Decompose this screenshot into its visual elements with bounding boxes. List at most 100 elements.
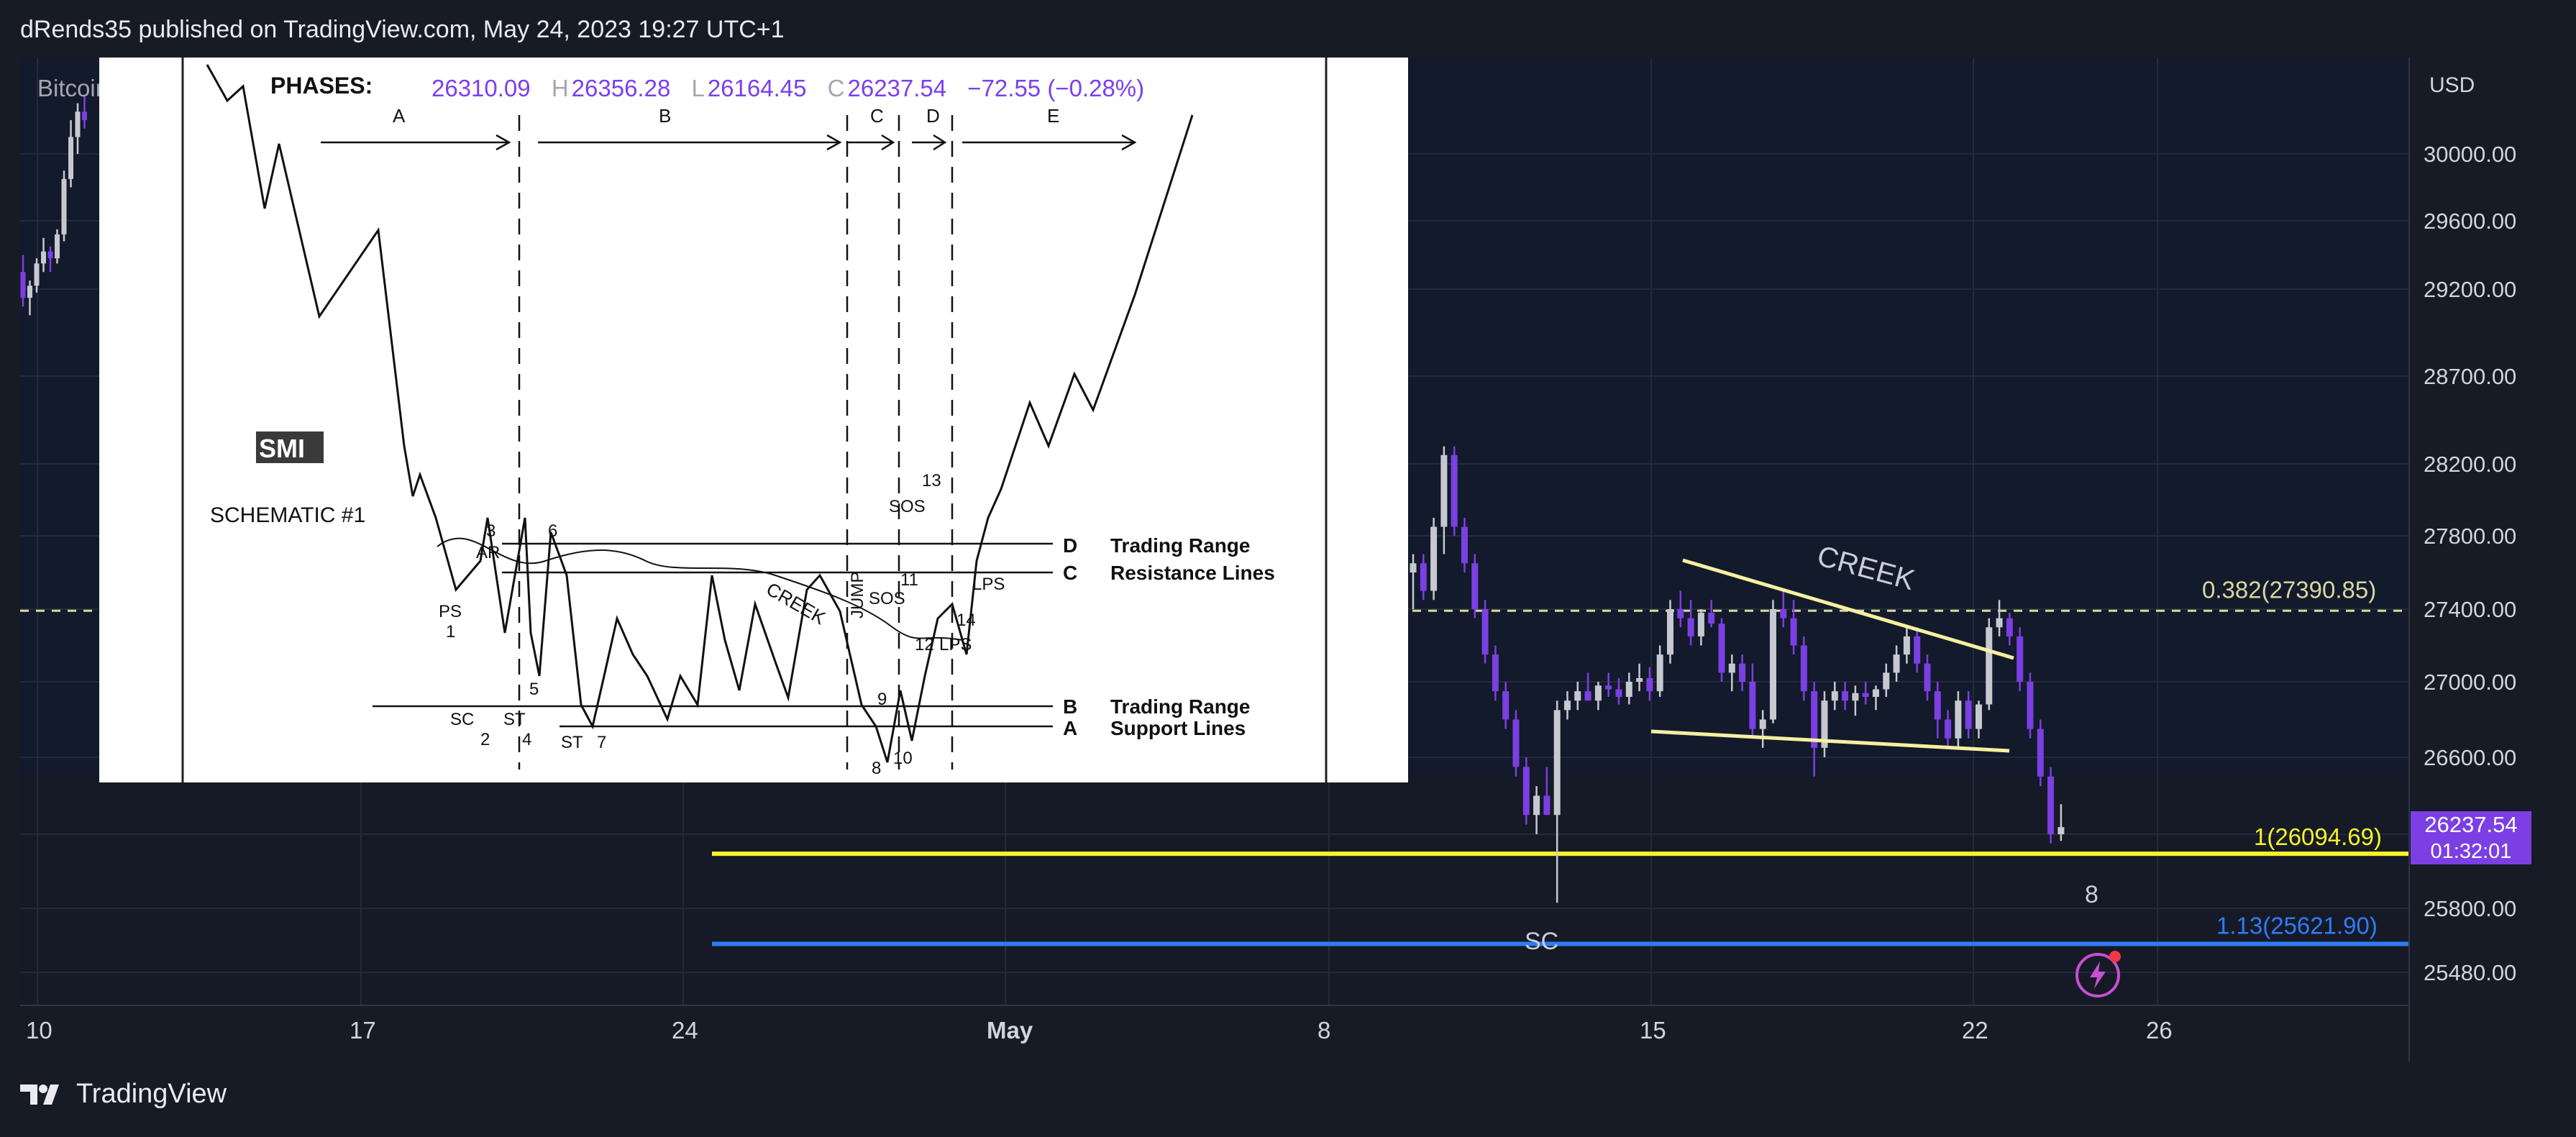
point-8-label: 8 [2085, 881, 2098, 908]
candle-body [1800, 645, 1807, 692]
line-label-d: D [1063, 534, 1077, 557]
candle-body [1656, 654, 1663, 692]
trading-range-lines [373, 542, 1053, 728]
time-axis[interactable]: 10 17 24 May 8 15 22 26 [26, 1017, 2173, 1044]
label-sos-1: SOS [869, 589, 905, 608]
fib-level-labels: 0.382(27390.85) 1(26094.69) 1.13(25621.90) [2202, 576, 2382, 939]
label-9: 9 [877, 690, 887, 709]
label-8: 8 [872, 759, 881, 778]
candle-body [2037, 729, 2044, 777]
label-lps-1: LPS [939, 635, 972, 654]
candle-body [2017, 636, 2024, 682]
candle-body [1873, 689, 1879, 697]
ar-curve [437, 537, 963, 641]
label-st-2: ST [561, 733, 583, 752]
line-desc-b: Trading Range [1110, 695, 1250, 718]
smi-logo-box [256, 431, 324, 463]
ohlc-close-prefix: C [827, 75, 845, 101]
candle-body [1749, 682, 1756, 729]
candle-body [1574, 691, 1581, 701]
candle-body [1553, 710, 1561, 816]
time-tick-label: 10 [26, 1017, 52, 1044]
line-label-b: B [1063, 695, 1077, 718]
phase-arrows [321, 134, 1137, 151]
candle-body [1739, 663, 1746, 682]
price-axis[interactable]: 30000.00 29600.00 29200.00 28700.00 28200.00… [2424, 142, 2516, 985]
price-tick-label: 28700.00 [2424, 364, 2516, 389]
candle-body [1986, 627, 1993, 705]
candle-body [1615, 689, 1622, 697]
tradingview-logo[interactable]: TradingView [20, 1079, 227, 1110]
candle-body [1914, 636, 1921, 664]
candle-body [1440, 455, 1448, 527]
candle-body [1759, 719, 1766, 729]
time-tick-label: 24 [672, 1017, 698, 1044]
footer-bar [0, 1061, 2576, 1137]
line-label-c: C [1063, 562, 1077, 584]
candle-body [1533, 795, 1540, 816]
tradingview-logo-icon [20, 1084, 59, 1105]
candle-body [2057, 827, 2065, 834]
label-6: 6 [548, 521, 557, 541]
label-3: 3 [486, 521, 495, 541]
label-sc: SC [450, 710, 474, 729]
candle-body [1471, 563, 1479, 609]
candle-body [68, 137, 73, 179]
price-tick-label: 28200.00 [2424, 452, 2516, 477]
ohlc-high: 26356.28 [571, 75, 671, 101]
schematic-price-path [206, 64, 1194, 763]
candle-body [1667, 609, 1673, 655]
label-ps: PS [439, 602, 462, 621]
alert-notification-dot [2109, 951, 2121, 962]
candle-body [2027, 682, 2034, 729]
ohlc-close: 26237.54 [847, 75, 947, 101]
price-tick-label: 25800.00 [2424, 896, 2516, 921]
candle-body [1502, 691, 1509, 720]
candle-body [1955, 700, 1962, 739]
label-st-1: ST [503, 710, 526, 729]
candle-body [1862, 693, 1869, 697]
candle-body [1924, 663, 1931, 692]
ohlc-high-prefix: H [551, 75, 569, 101]
label-12: 12 [915, 635, 934, 654]
publisher-header: dRends35 published on TradingView.com, M… [0, 0, 2576, 58]
phase-dividers [518, 115, 954, 770]
smi-logo: SMI [259, 434, 305, 463]
candle-body [1790, 618, 1797, 646]
last-price-tag[interactable]: 26237.54 [2411, 811, 2531, 839]
time-tick-label: 17 [350, 1017, 376, 1044]
lightning-alert-icon[interactable] [2075, 953, 2120, 997]
candle-body [75, 111, 81, 137]
candle-body [47, 251, 53, 259]
candle-body [1976, 704, 1982, 729]
candle-body [1420, 563, 1427, 591]
candle-body [1636, 677, 1643, 682]
candle-body [2006, 618, 2013, 636]
line-desc-a: Support Lines [1110, 717, 1246, 739]
time-tick-label: May [987, 1017, 1033, 1044]
candle-body [1646, 677, 1653, 692]
candle-body [2047, 776, 2055, 834]
candle-body [1821, 700, 1828, 748]
price-tick-label: 29200.00 [2424, 277, 2516, 302]
time-tick-label: 8 [1317, 1017, 1330, 1044]
phase-d: D [926, 105, 940, 127]
label-lps-2: LPS [972, 575, 1005, 594]
candle-body [34, 263, 40, 286]
candle-body [1708, 613, 1715, 624]
price-axis-currency: USD [2429, 73, 2475, 97]
price-tick-label: 26600.00 [2424, 745, 2516, 770]
candle-body [1945, 719, 1952, 739]
candle-body [1893, 654, 1900, 673]
candle-body [1883, 672, 1890, 690]
phase-c: C [870, 105, 884, 127]
ohlc-low: 26164.45 [707, 75, 807, 101]
label-10: 10 [893, 749, 913, 768]
price-tick-label: 27000.00 [2424, 670, 2516, 695]
candle-body [1605, 685, 1612, 690]
phase-a: A [393, 105, 406, 127]
label-creek: CREEK [763, 578, 830, 629]
publisher-text: dRends35 published on TradingView.com, M… [20, 16, 785, 43]
candle-body [1481, 609, 1489, 655]
ohlc-low-prefix: L [691, 75, 705, 101]
